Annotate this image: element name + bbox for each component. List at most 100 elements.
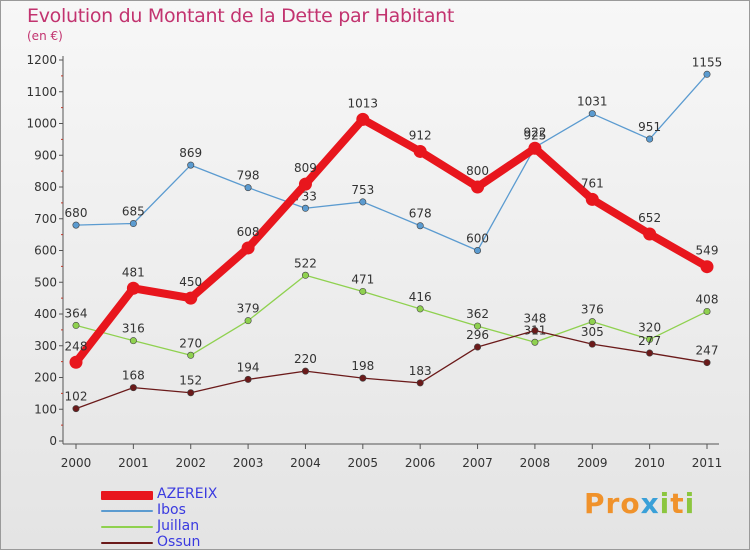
data-point-azereix bbox=[241, 241, 255, 255]
data-label-juillan: 362 bbox=[466, 307, 489, 321]
data-point-juillan bbox=[531, 338, 539, 346]
data-point-ossun bbox=[129, 384, 137, 392]
data-label-ossun: 348 bbox=[523, 312, 546, 326]
data-label-ibos: 1155 bbox=[692, 55, 723, 69]
data-label-juillan: 320 bbox=[638, 320, 661, 334]
data-point-juillan bbox=[474, 322, 482, 330]
data-label-juillan: 379 bbox=[237, 302, 260, 316]
data-point-azereix bbox=[643, 227, 657, 241]
y-tick-label: 1000 bbox=[26, 117, 57, 131]
data-label-ibos: 1031 bbox=[577, 95, 608, 109]
data-label-azereix: 922 bbox=[523, 125, 546, 139]
y-tick-label: 200 bbox=[34, 371, 57, 385]
data-point-azereix bbox=[471, 180, 485, 194]
y-tick-label: 100 bbox=[34, 402, 57, 416]
data-label-ossun: 102 bbox=[65, 390, 88, 404]
y-tick-label: 0 bbox=[49, 434, 57, 448]
data-point-juillan bbox=[187, 351, 195, 359]
x-tick-label: 2003 bbox=[233, 456, 264, 470]
x-tick-label: 2010 bbox=[634, 456, 665, 470]
x-tick-label: 2006 bbox=[405, 456, 436, 470]
data-point-ibos bbox=[129, 220, 137, 228]
data-point-ibos bbox=[72, 221, 80, 229]
data-label-ossun: 168 bbox=[122, 369, 145, 383]
data-label-azereix: 248 bbox=[65, 339, 88, 353]
series-line-juillan bbox=[75, 274, 708, 356]
data-point-azereix bbox=[298, 177, 312, 191]
data-point-ibos bbox=[359, 198, 367, 206]
legend-label: Ossun bbox=[157, 534, 201, 550]
data-label-azereix: 1013 bbox=[348, 96, 379, 110]
legend-swatch bbox=[101, 526, 153, 528]
y-tick-label: 400 bbox=[34, 307, 57, 321]
data-label-azereix: 481 bbox=[122, 265, 145, 279]
data-point-ossun bbox=[416, 379, 424, 387]
x-tick-label: 2005 bbox=[348, 456, 379, 470]
legend-swatch bbox=[101, 510, 153, 512]
data-label-juillan: 376 bbox=[581, 303, 604, 317]
data-point-juillan bbox=[416, 305, 424, 313]
data-point-ossun bbox=[588, 340, 596, 348]
data-point-juillan bbox=[588, 318, 596, 326]
data-point-ossun bbox=[301, 367, 309, 375]
data-label-ossun: 152 bbox=[179, 374, 202, 388]
data-point-ossun bbox=[646, 349, 654, 357]
data-label-ossun: 194 bbox=[237, 360, 260, 374]
y-tick-label: 300 bbox=[34, 339, 57, 353]
data-label-azereix: 450 bbox=[179, 275, 202, 289]
x-tick-label: 2002 bbox=[175, 456, 206, 470]
data-point-azereix bbox=[585, 192, 599, 206]
series-line-ibos bbox=[75, 73, 708, 252]
data-label-ibos: 753 bbox=[351, 183, 374, 197]
x-tick-label: 2007 bbox=[462, 456, 493, 470]
data-point-juillan bbox=[703, 307, 711, 315]
y-tick-label: 500 bbox=[34, 275, 57, 289]
data-point-ossun bbox=[474, 343, 482, 351]
x-tick-label: 2004 bbox=[290, 456, 321, 470]
data-label-ossun: 296 bbox=[466, 328, 489, 342]
data-label-ibos: 685 bbox=[122, 205, 145, 219]
data-label-ibos: 600 bbox=[466, 232, 489, 246]
y-tick-label: 700 bbox=[34, 212, 57, 226]
data-label-ossun: 247 bbox=[696, 344, 719, 358]
data-label-juillan: 416 bbox=[409, 290, 432, 304]
data-point-ibos bbox=[646, 135, 654, 143]
data-point-juillan bbox=[646, 335, 654, 343]
legend-swatch bbox=[101, 491, 153, 500]
data-point-ibos bbox=[416, 222, 424, 230]
x-tick-label: 2008 bbox=[520, 456, 551, 470]
data-label-ibos: 951 bbox=[638, 120, 661, 134]
data-label-azereix: 912 bbox=[409, 128, 432, 142]
legend-swatch bbox=[101, 542, 153, 544]
data-point-azereix bbox=[413, 144, 427, 158]
legend-label: Juillan bbox=[157, 518, 200, 534]
data-point-azereix bbox=[126, 281, 140, 295]
chart-subtitle: (en €) bbox=[27, 29, 63, 43]
data-point-azereix bbox=[700, 260, 714, 274]
data-point-juillan bbox=[301, 271, 309, 279]
data-point-ossun bbox=[531, 327, 539, 335]
data-label-ossun: 198 bbox=[351, 359, 374, 373]
y-tick-label: 1100 bbox=[26, 85, 57, 99]
data-label-azereix: 800 bbox=[466, 164, 489, 178]
data-label-juillan: 364 bbox=[65, 306, 88, 320]
data-label-azereix: 549 bbox=[696, 244, 719, 258]
data-label-ibos: 925 bbox=[523, 128, 546, 142]
proxiti-logo: Proxiti bbox=[584, 487, 696, 520]
data-label-azereix: 652 bbox=[638, 211, 661, 225]
data-point-ibos bbox=[703, 70, 711, 78]
data-label-juillan: 522 bbox=[294, 256, 317, 270]
data-label-juillan: 471 bbox=[351, 272, 374, 286]
data-label-juillan: 270 bbox=[179, 336, 202, 350]
data-point-ibos bbox=[187, 161, 195, 169]
y-tick-label: 1200 bbox=[26, 53, 57, 67]
data-label-ibos: 869 bbox=[179, 146, 202, 160]
data-label-ibos: 678 bbox=[409, 207, 432, 221]
data-point-ibos bbox=[588, 110, 596, 118]
y-tick-label: 800 bbox=[34, 180, 57, 194]
series-line-ossun bbox=[75, 329, 708, 410]
data-label-ossun: 277 bbox=[638, 334, 661, 348]
data-point-ossun bbox=[72, 405, 80, 413]
